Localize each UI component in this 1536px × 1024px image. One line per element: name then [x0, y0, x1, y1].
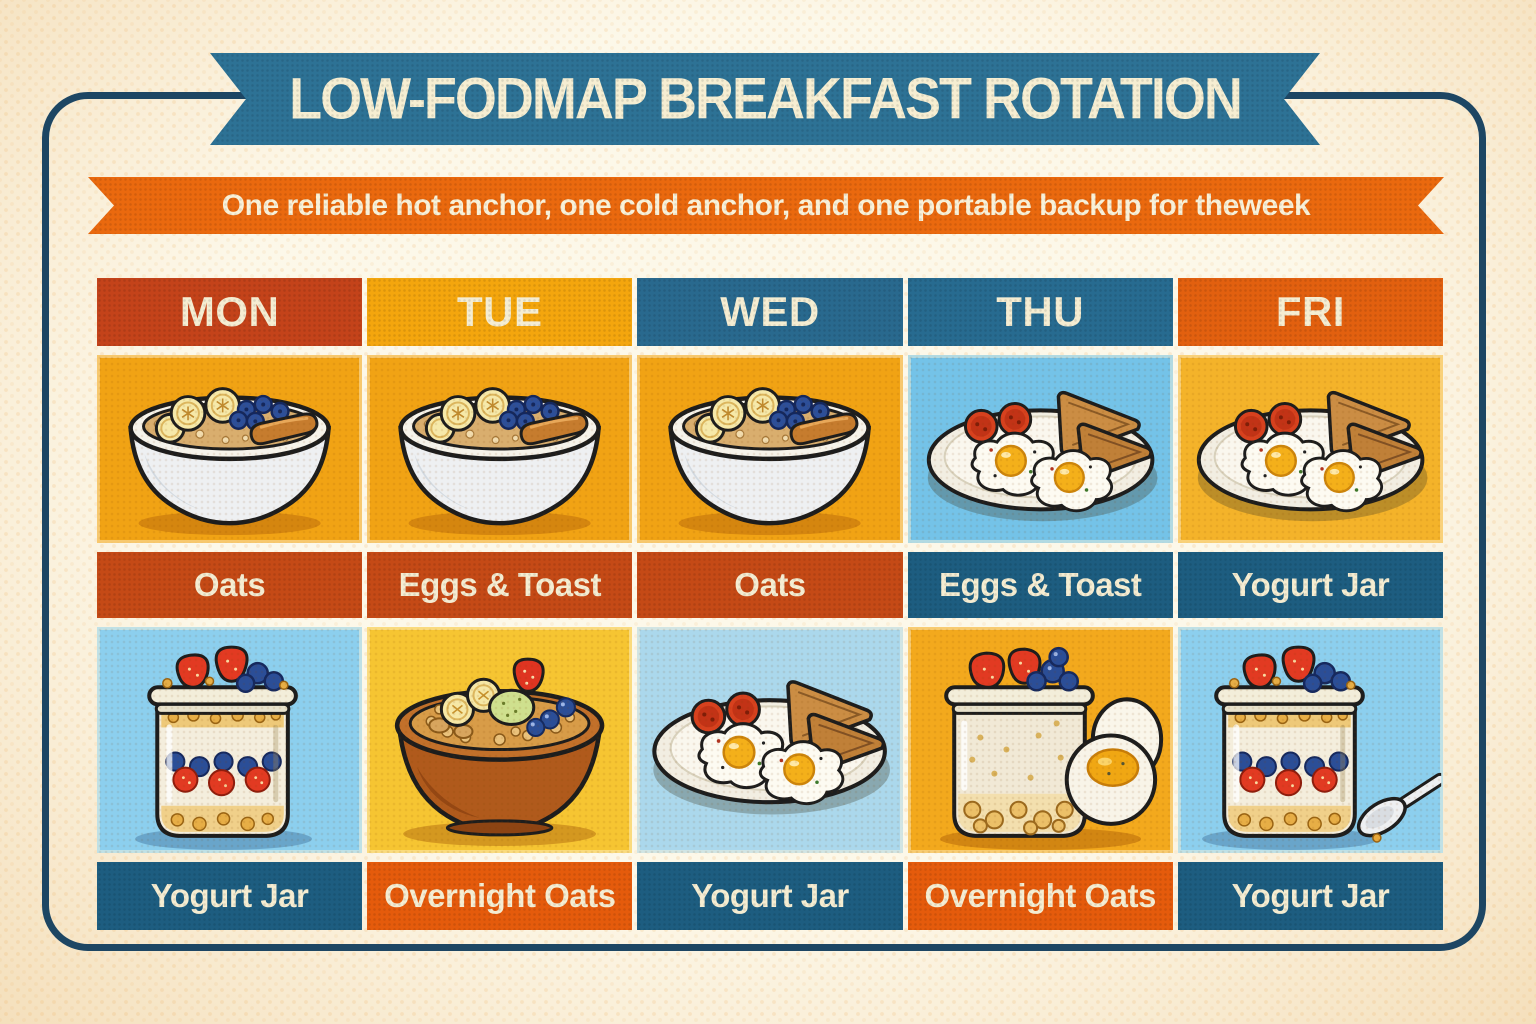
day-header-tue: TUE	[367, 278, 633, 346]
oatmeal-bowl-illustration	[367, 355, 632, 543]
poster-subtitle: One reliable hot anchor, one cold anchor…	[221, 188, 1311, 222]
day-header-mon: MON	[97, 278, 363, 346]
meal-image-cell	[1177, 355, 1443, 543]
meal-image-cell	[367, 627, 633, 853]
meal-image-cell	[97, 627, 363, 853]
meal-label: Overnight Oats	[907, 862, 1173, 930]
meal-label: Yogurt Jar	[1177, 552, 1443, 618]
meal-image-cell	[1177, 627, 1443, 853]
meal-label: Yogurt Jar	[1177, 862, 1443, 930]
day-column-tue: TUE Eggs & Toast Overnight Oats	[367, 278, 633, 930]
eggs-toast-plate-illustration	[925, 390, 1159, 524]
meal-label: Yogurt Jar	[637, 862, 903, 930]
yogurt-jar-with-spoon-illustration	[1178, 627, 1443, 853]
meal-image-cell	[637, 355, 903, 543]
subtitle-ribbon: One reliable hot anchor, one cold anchor…	[88, 177, 1444, 234]
oats-jar-with-egg-illustration	[908, 627, 1173, 853]
meal-image-cell	[907, 355, 1173, 543]
oatmeal-bowl-illustration	[97, 355, 362, 543]
eggs-toast-plate-illustration	[637, 627, 902, 853]
meal-image-cell	[97, 355, 363, 543]
meal-image-cell	[907, 627, 1173, 853]
poster-title: LOW-FODMAP BREAKFAST ROTATION	[289, 66, 1241, 132]
week-grid: MON Oats Yogurt Jar TUE Eggs & Toast Ove…	[97, 278, 1443, 930]
meal-label: Eggs & Toast	[907, 552, 1173, 618]
day-column-fri: FRI Yogurt Jar Yogurt Jar	[1177, 278, 1443, 930]
day-column-wed: WED Oats Yogurt Jar	[637, 278, 903, 930]
oatmeal-bowl-illustration	[637, 355, 902, 543]
day-header-wed: WED	[637, 278, 903, 346]
meal-label: Overnight Oats	[367, 862, 633, 930]
title-ribbon: LOW-FODMAP BREAKFAST ROTATION	[210, 53, 1320, 145]
day-column-mon: MON Oats Yogurt Jar	[97, 278, 363, 930]
meal-label: Eggs & Toast	[367, 552, 633, 618]
overnight-oats-bowl-illustration	[367, 627, 632, 853]
yogurt-jar-illustration	[97, 627, 362, 853]
meal-image-cell	[367, 355, 633, 543]
day-header-thu: THU	[907, 278, 1173, 346]
meal-label: Yogurt Jar	[97, 862, 363, 930]
meal-image-cell	[637, 627, 903, 853]
meal-label: Oats	[637, 552, 903, 618]
meal-label: Oats	[97, 552, 363, 618]
eggs-toast-plate-illustration	[1195, 390, 1430, 524]
day-header-fri: FRI	[1177, 278, 1443, 346]
day-column-thu: THU Eggs & Toast Overnight Oats	[907, 278, 1173, 930]
